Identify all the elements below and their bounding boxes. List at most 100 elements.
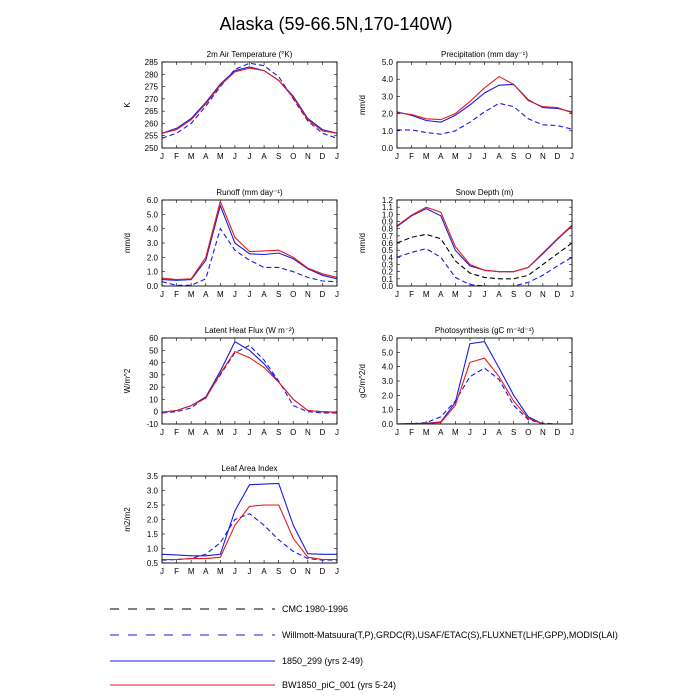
plot-frame bbox=[161, 199, 338, 287]
y-tick-label: 260 bbox=[145, 119, 159, 128]
x-tick-label: O bbox=[290, 428, 296, 437]
x-tick-label: J bbox=[335, 567, 339, 576]
x-tick-label: M bbox=[217, 290, 224, 299]
y-tick-label: 0.7 bbox=[382, 232, 394, 241]
x-tick-label: D bbox=[320, 152, 326, 161]
x-tick-label: A bbox=[496, 290, 502, 299]
y-tick-label: 5.0 bbox=[382, 58, 394, 67]
x-tick-label: J bbox=[468, 428, 472, 437]
y-tick-label: 1.0 bbox=[382, 127, 394, 136]
y-tick-label: 5.0 bbox=[382, 348, 394, 357]
plot-frame bbox=[396, 61, 573, 149]
y-tick-label: 6.0 bbox=[382, 334, 394, 343]
y-tick-label: 280 bbox=[145, 70, 159, 79]
series-line-bw bbox=[396, 75, 573, 121]
x-tick-label: M bbox=[217, 428, 224, 437]
x-tick-label: J bbox=[160, 428, 164, 437]
x-tick-label: M bbox=[217, 567, 224, 576]
y-tick-label: 1.2 bbox=[382, 196, 394, 205]
x-tick-label: S bbox=[511, 428, 516, 437]
y-tick-label: 2.0 bbox=[147, 253, 159, 262]
x-tick-label: A bbox=[261, 152, 267, 161]
x-tick-label: N bbox=[540, 428, 546, 437]
x-tick-label: J bbox=[233, 290, 237, 299]
x-tick-label: M bbox=[188, 290, 195, 299]
panel-7: Leaf Area Index m2/m2 0.5 1.0 1.5 2.0 2.5 3.0 3.… bbox=[123, 464, 339, 576]
y-tick-label: 0.8 bbox=[382, 225, 394, 234]
y-tick-label: 255 bbox=[145, 132, 159, 141]
x-tick-label: J bbox=[335, 428, 339, 437]
x-tick-label: J bbox=[160, 567, 164, 576]
x-tick-label: J bbox=[248, 152, 252, 161]
x-tick-label: J bbox=[468, 152, 472, 161]
x-tick-label: F bbox=[174, 290, 179, 299]
figure-title: Alaska (59-66.5N,170-140W) bbox=[219, 14, 452, 34]
y-axis-label: m2/m2 bbox=[123, 507, 132, 532]
series-line-obs bbox=[397, 102, 573, 135]
y-tick-label: 1.5 bbox=[147, 530, 159, 539]
x-tick-label: J bbox=[248, 428, 252, 437]
x-tick-label: M bbox=[423, 428, 430, 437]
x-tick-label: F bbox=[409, 290, 414, 299]
x-tick-label: J bbox=[483, 428, 487, 437]
series-line-cmc bbox=[396, 233, 573, 280]
x-tick-label: D bbox=[320, 567, 326, 576]
y-tick-label: 1.0 bbox=[147, 268, 159, 277]
y-axis-label: mm/d bbox=[123, 233, 132, 253]
x-tick-label: J bbox=[395, 428, 399, 437]
x-tick-label: A bbox=[496, 428, 502, 437]
x-tick-label: J bbox=[248, 567, 252, 576]
plot-frame bbox=[161, 475, 338, 564]
legend-label-obs: Willmott-Matsuura(T,P),GRDC(R),USAF/ETAC… bbox=[282, 630, 618, 640]
x-tick-label: J bbox=[248, 290, 252, 299]
x-tick-label: D bbox=[555, 290, 561, 299]
y-tick-label: 3.0 bbox=[147, 487, 159, 496]
panel-title: Snow Depth (m) bbox=[456, 188, 514, 197]
y-tick-label: 30 bbox=[149, 371, 158, 380]
x-tick-label: A bbox=[203, 290, 209, 299]
x-tick-label: A bbox=[496, 152, 502, 161]
x-tick-label: M bbox=[452, 152, 459, 161]
x-tick-label: A bbox=[203, 152, 209, 161]
x-tick-label: J bbox=[233, 428, 237, 437]
y-tick-label: 0.5 bbox=[382, 246, 394, 255]
y-tick-label: 0.3 bbox=[382, 261, 394, 270]
y-tick-label: 60 bbox=[149, 334, 158, 343]
series-line-m1850 bbox=[396, 341, 572, 425]
y-axis-label: mm/d bbox=[358, 233, 367, 253]
plot-frame bbox=[161, 61, 338, 149]
series-line-bw bbox=[161, 67, 338, 134]
x-tick-label: M bbox=[188, 152, 195, 161]
y-tick-label: 1.0 bbox=[382, 406, 394, 415]
y-axis-label: K bbox=[123, 102, 132, 108]
x-tick-label: S bbox=[511, 152, 516, 161]
x-tick-label: J bbox=[570, 290, 574, 299]
y-tick-label: 265 bbox=[145, 107, 159, 116]
x-tick-label: O bbox=[290, 567, 296, 576]
x-tick-label: D bbox=[320, 290, 326, 299]
series-line-bw bbox=[162, 504, 337, 561]
y-tick-label: 0.4 bbox=[382, 253, 394, 262]
x-tick-label: A bbox=[438, 152, 444, 161]
x-tick-label: N bbox=[305, 290, 311, 299]
x-tick-label: D bbox=[555, 428, 561, 437]
plot-frame bbox=[161, 337, 338, 425]
x-tick-label: F bbox=[174, 567, 179, 576]
x-tick-label: J bbox=[483, 152, 487, 161]
y-tick-label: 0.0 bbox=[382, 420, 394, 429]
y-tick-label: 2.0 bbox=[147, 516, 159, 525]
x-tick-label: A bbox=[261, 290, 267, 299]
y-tick-label: 270 bbox=[145, 95, 159, 104]
x-tick-label: S bbox=[276, 290, 281, 299]
x-tick-label: A bbox=[438, 290, 444, 299]
y-tick-label: 10 bbox=[149, 395, 158, 404]
panel-6: Photosynthesis (gC m⁻²d⁻¹) gC/m^2/d 0.0 1.0… bbox=[358, 326, 574, 437]
y-tick-label: 3.0 bbox=[382, 377, 394, 386]
x-tick-label: J bbox=[468, 290, 472, 299]
y-tick-label: 0.9 bbox=[382, 218, 394, 227]
y-tick-label: 3.0 bbox=[382, 92, 394, 101]
x-tick-label: J bbox=[483, 290, 487, 299]
y-tick-label: 5.0 bbox=[147, 210, 159, 219]
x-tick-label: J bbox=[233, 152, 237, 161]
x-tick-label: N bbox=[305, 567, 311, 576]
